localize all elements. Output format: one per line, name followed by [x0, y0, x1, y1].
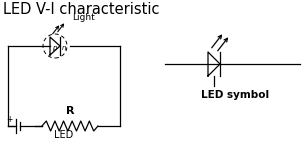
Text: LED V-I characteristic: LED V-I characteristic — [3, 2, 160, 17]
Text: LED symbol: LED symbol — [201, 90, 269, 100]
Text: R: R — [66, 106, 74, 116]
Text: LED: LED — [54, 130, 74, 140]
Text: Light: Light — [72, 14, 95, 22]
Text: p: p — [52, 45, 56, 51]
Text: +: + — [7, 115, 13, 124]
Text: n: n — [62, 45, 67, 51]
